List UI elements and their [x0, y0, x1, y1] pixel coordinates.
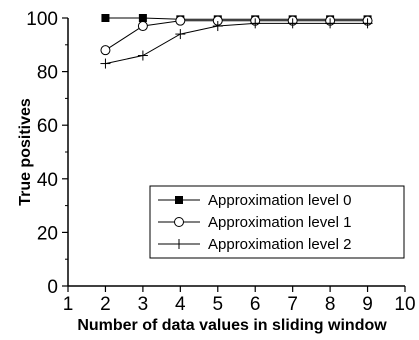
- x-tick-label: 2: [100, 294, 111, 315]
- data-point: [100, 58, 111, 69]
- data-point: [137, 50, 148, 61]
- data-point: [250, 18, 261, 29]
- series-layer: [100, 14, 373, 69]
- x-tick-label: 8: [325, 294, 336, 315]
- x-tick-label: 7: [287, 294, 298, 315]
- series-line: [105, 20, 368, 51]
- y-tick-label: 100: [26, 9, 58, 30]
- series-line: [105, 22, 368, 65]
- y-tick-label: 80: [37, 63, 58, 84]
- series-line: [105, 17, 368, 20]
- x-tick-label: 9: [362, 294, 373, 315]
- legend-entry: Approximation level 1: [158, 214, 351, 231]
- legend-marker: [174, 217, 184, 227]
- y-axis-title: True positives: [17, 98, 34, 206]
- legend-label: Approximation level 2: [208, 236, 351, 253]
- x-tick-label: 10: [394, 294, 415, 315]
- data-point: [138, 14, 147, 22]
- y-tick-label: 0: [47, 277, 58, 298]
- data-point: [175, 29, 186, 40]
- data-point: [212, 21, 223, 32]
- y-tick-label: 40: [37, 170, 58, 191]
- legend: Approximation level 0 Approximation level…: [149, 185, 405, 259]
- data-point: [175, 15, 186, 26]
- x-axis-title: Number of data values in sliding window: [77, 317, 387, 334]
- legend-label: Approximation level 0: [208, 192, 351, 209]
- legend-label: Approximation level 1: [208, 214, 351, 231]
- legend-entry: Approximation level 0: [158, 192, 351, 209]
- data-point: [287, 18, 298, 29]
- data-point: [362, 18, 373, 29]
- x-tick-label: 3: [138, 294, 149, 315]
- x-tick-label: 1: [63, 294, 74, 315]
- x-tick-label: 6: [250, 294, 261, 315]
- data-point: [325, 18, 336, 29]
- x-tick-label: 5: [212, 294, 223, 315]
- series-1: [100, 15, 373, 56]
- legend-entry: Approximation level 2: [158, 236, 351, 253]
- series-2: [100, 18, 373, 69]
- x-tick-label: 4: [175, 294, 186, 315]
- y-tick-label: 60: [37, 116, 58, 137]
- data-point: [100, 45, 111, 56]
- data-point: [137, 21, 148, 32]
- data-point: [101, 14, 110, 22]
- legend-marker: [174, 239, 184, 249]
- y-tick-label: 20: [37, 223, 58, 244]
- legend-marker: [175, 196, 183, 204]
